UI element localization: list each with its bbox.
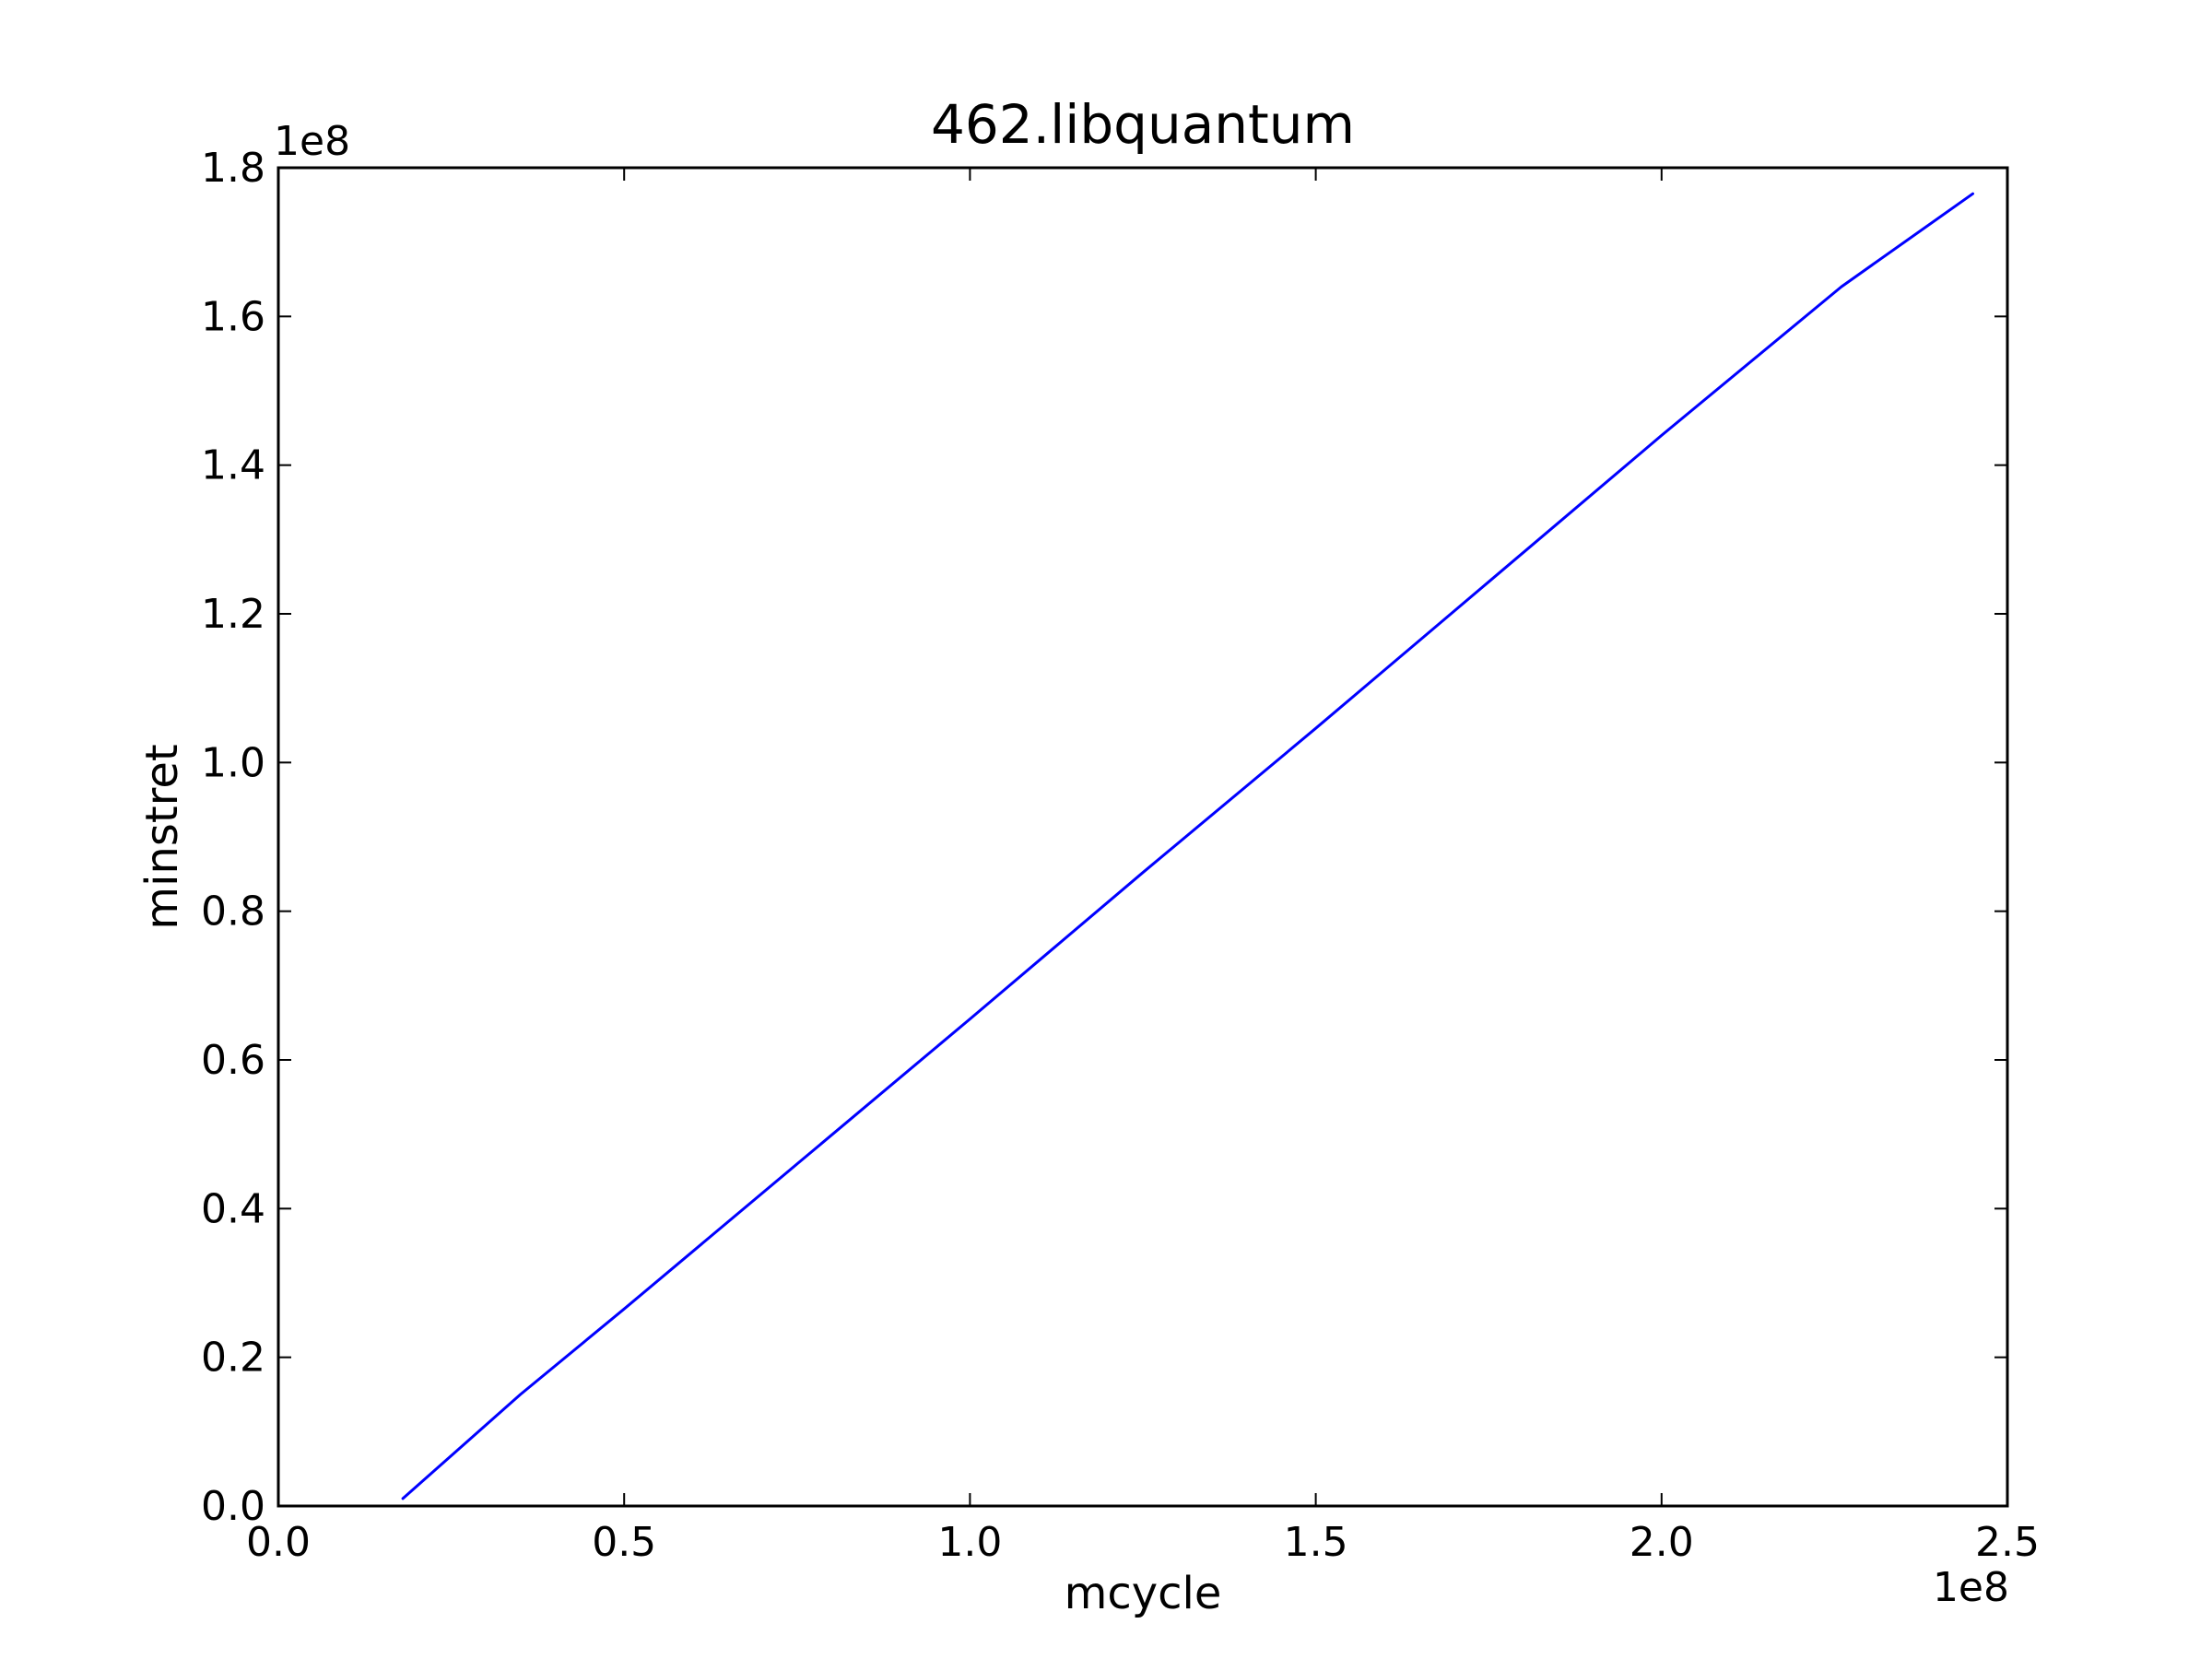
y-tick-label: 0.8 (201, 888, 265, 935)
x-offset-label: 1e8 (1933, 1564, 2009, 1611)
plot-frame (276, 166, 2009, 1508)
y-axis-label: minstret (136, 744, 188, 929)
series-layer (401, 192, 1974, 1500)
y-tick-label: 1.4 (201, 442, 265, 489)
x-tick-label: 2.5 (1975, 1519, 2040, 1566)
series-line-0 (401, 192, 1974, 1500)
x-tick-label: 0.5 (592, 1519, 656, 1566)
chart-title: 462.libquantum (931, 93, 1355, 156)
x-tick-label: 1.5 (1284, 1519, 1348, 1566)
y-tick-label: 1.0 (201, 739, 265, 786)
x-axis-label: mcycle (1065, 1568, 1222, 1619)
y-tick-label: 0.2 (201, 1335, 265, 1382)
y-tick-label: 1.8 (201, 145, 265, 192)
y-tick-label: 1.6 (201, 293, 265, 340)
x-tick-label: 2.0 (1630, 1519, 1694, 1566)
y-tick-label: 0.0 (201, 1483, 265, 1530)
y-tick-label: 1.2 (201, 591, 265, 638)
y-tick-label: 0.4 (201, 1185, 265, 1232)
x-tick-label: 0.0 (246, 1519, 311, 1566)
x-tick-label: 1.0 (937, 1519, 1002, 1566)
y-tick-label: 0.6 (201, 1037, 265, 1084)
y-offset-label: 1e8 (274, 118, 350, 165)
ticks-layer: 0.0 0.5 1.0 1.5 2.0 2.5 0.0 0.2 0.4 0.6 0.8 1.0 1.2 1… (201, 145, 2040, 1566)
plot-area (278, 168, 2007, 1506)
